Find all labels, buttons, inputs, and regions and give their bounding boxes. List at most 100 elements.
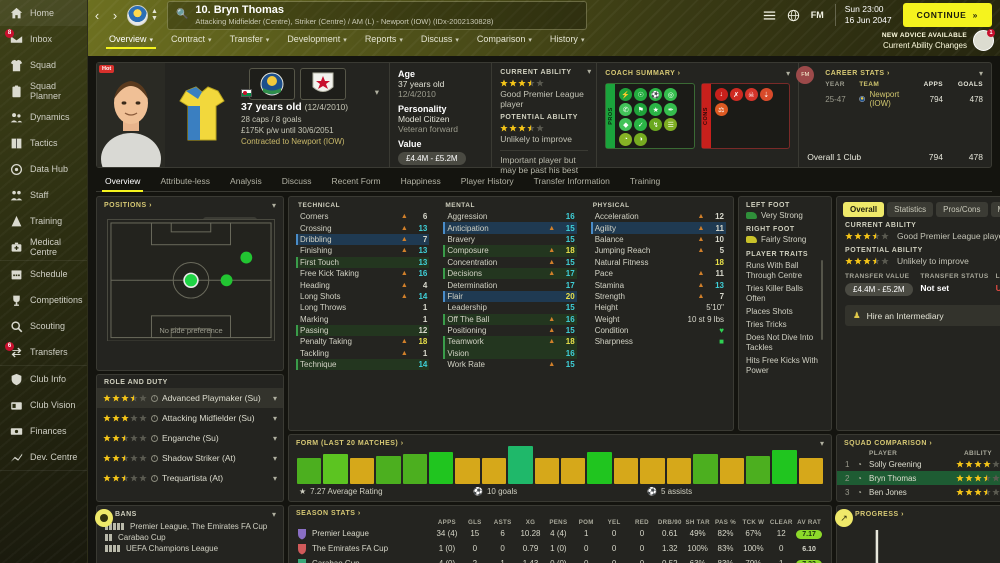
subtab-overview[interactable]: Overview [96,174,149,192]
hire-intermediary-button[interactable]: ♟ Hire an Intermediary [845,305,1000,326]
attribute-row[interactable]: Penalty Taking ▲ 18 [296,336,429,347]
attribute-row[interactable]: Long Throws 1 [296,302,429,313]
player-title-box[interactable]: 🔍 10. Bryn Thomas Attacking Midfielder (… [166,0,587,30]
attribute-row[interactable]: Marking 1 [296,314,429,325]
stack-control[interactable]: ▲ ▼ [151,8,158,22]
info-icon[interactable]: i [151,434,158,442]
attribute-row[interactable]: Stamina ▲ 13 [591,279,726,290]
sidebar-item-club-vision[interactable]: Club Vision [0,392,87,418]
sidebar-item-schedule[interactable]: Schedule [0,261,87,287]
menu-item-overview[interactable]: Overview ▾ [100,30,162,50]
form-bar[interactable] [693,454,718,484]
sidebar-item-medical-centre[interactable]: Medical Centre [0,234,87,260]
menu-item-comparison[interactable]: Comparison ▾ [468,30,541,50]
attribute-row[interactable]: Strength ▲ 7 [591,291,726,302]
attribute-row[interactable]: Crossing ▲ 13 [296,222,429,233]
attribute-row[interactable]: Natural Fitness 18 [591,257,726,268]
form-bar[interactable] [481,458,507,484]
form-bar[interactable] [297,458,322,484]
subtab-training[interactable]: Training [629,176,661,186]
sidebar-item-competitions[interactable]: Competitions [0,287,87,313]
advice-notification[interactable]: NEW ADVICE AVAILABLE Current Ability Cha… [882,29,995,51]
sidebar-item-transfers[interactable]: 6 Transfers [0,339,87,365]
sidebar-item-inbox[interactable]: 8 Inbox [0,26,87,52]
subtab-recent-form[interactable]: Recent Form [331,176,381,186]
menu-item-history[interactable]: History ▾ [541,30,594,50]
attribute-row[interactable]: Balance ▲ 10 [591,234,726,245]
sidebar-item-tactics[interactable]: Tactics [0,130,87,156]
traits-list[interactable]: Runs With Ball Through Centre Tries Kille… [746,258,824,376]
overall-tab-statistics[interactable]: Statistics [887,202,934,217]
sidebar-item-data-hub[interactable]: Data Hub [0,156,87,182]
attribute-row[interactable]: Leadership 15 [443,302,576,313]
chevron-down-icon[interactable]: ▾ [819,439,824,448]
form-bar[interactable] [349,458,375,484]
sidebar-item-dev-centre[interactable]: Dev. Centre [0,444,87,470]
form-bars[interactable] [289,446,831,484]
attribute-row[interactable]: Work Rate ▲ 15 [443,359,576,370]
form-bar[interactable] [429,452,454,484]
info-icon[interactable]: i [151,394,158,402]
attribute-row[interactable]: Off The Ball ▲ 16 [443,313,577,326]
info-icon[interactable]: i [151,474,158,482]
subtab-analysis[interactable]: Analysis [230,176,262,186]
attribute-row[interactable]: Condition ♥ [591,325,726,336]
attribute-row[interactable]: Heading ▲ 4 [296,279,429,290]
info-icon[interactable]: i [151,454,158,462]
form-bar[interactable] [402,454,428,484]
pitch-diagram[interactable]: No side preference [107,219,275,341]
menu-item-contract[interactable]: Contract ▾ [162,30,221,50]
form-bar[interactable] [640,458,665,484]
avatar[interactable]: 1 [973,29,995,51]
fm-logo[interactable]: FM [810,10,824,20]
form-bar[interactable] [534,458,560,484]
chevron-down-icon[interactable]: ▾ [272,393,277,403]
subtab-transfer-information[interactable]: Transfer Information [533,176,610,186]
attribute-row[interactable]: Concentration ▲ 15 [443,257,576,268]
attribute-row[interactable]: First Touch 13 [296,256,430,269]
sidebar-item-home[interactable]: Home [0,0,87,26]
info-icon[interactable]: i [151,414,158,422]
subtab-player-history[interactable]: Player History [460,176,514,186]
squad-comparison-row[interactable]: 1 ◔ Solly Greening [837,457,1000,471]
attribute-row[interactable]: Height 5'10" [591,302,726,313]
attribute-row[interactable]: Free Kick Taking ▲ 16 [296,268,429,279]
subtab-attribute-less[interactable]: Attribute-less [160,176,211,186]
attribute-row[interactable]: Positioning ▲ 15 [443,325,576,336]
attribute-row[interactable]: Teamwork ▲ 18 [443,336,577,349]
form-bar[interactable] [587,452,612,484]
attribute-row[interactable]: Weight 10 st 9 lbs [591,314,726,325]
chevron-down-icon[interactable]: ▾ [271,510,276,519]
attribute-row[interactable]: Sharpness ■ [591,336,726,347]
form-bar[interactable] [508,446,533,484]
attribute-row[interactable]: Flair 20 [443,290,577,303]
chevron-down-icon[interactable]: ▾ [272,453,277,463]
attribute-row[interactable]: Pace ▲ 11 [591,268,726,279]
menu-item-reports[interactable]: Reports ▾ [356,30,412,50]
attribute-row[interactable]: Determination 17 [443,279,576,290]
chevron-down-icon[interactable]: ▾ [786,69,791,78]
form-bar[interactable] [613,458,639,484]
scrollbar[interactable] [821,260,823,340]
season-stats-row[interactable]: Premier League 34 (4) 15 6 10.28 4 (4) 1 0 0 0.61… [289,526,831,541]
sidebar-item-dynamics[interactable]: Dynamics [0,104,87,130]
sidebar-item-squad-planner[interactable]: Squad Planner [0,78,87,104]
attribute-row[interactable]: Jumping Reach ▲ 5 [591,245,726,256]
form-bar[interactable] [455,458,480,484]
sidebar-item-staff[interactable]: Staff [0,182,87,208]
club-badge-icon[interactable] [127,4,148,26]
attribute-row[interactable]: Vision 16 [443,347,577,360]
sidebar-item-scouting[interactable]: Scouting [0,313,87,339]
attribute-row[interactable]: Anticipation ▲ 15 [443,222,577,235]
chevron-down-icon[interactable]: ▾ [272,473,277,483]
menu-item-discuss[interactable]: Discuss ▾ [412,30,468,50]
squad-comparison-row[interactable]: 3 ◔ Ben Jones [837,485,1000,499]
squad-comparison-row[interactable]: 2 ◔ Bryn Thomas [837,471,1000,485]
player-photo[interactable]: Hot [97,63,165,167]
season-stats-row[interactable]: The Emirates FA Cup 1 (0) 0 0 0.79 1 (0) 0 0 0 1.… [289,541,831,556]
attribute-row[interactable]: Aggression 16 [443,211,576,222]
attribute-row[interactable]: Composure ▲ 18 [443,245,577,257]
subtab-happiness[interactable]: Happiness [400,176,441,186]
attribute-row[interactable]: Long Shots ▲ 14 [296,291,429,302]
attribute-row[interactable]: Corners ▲ 6 [296,211,429,222]
